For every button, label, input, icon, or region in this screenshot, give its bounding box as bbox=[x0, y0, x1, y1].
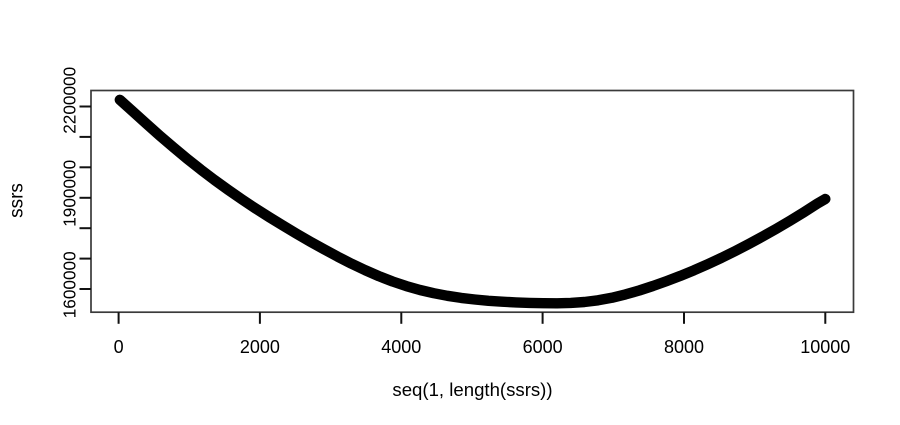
svg-text:seq(1, length(ssrs)): seq(1, length(ssrs)) bbox=[392, 379, 552, 400]
svg-text:6000: 6000 bbox=[523, 337, 563, 357]
svg-text:1600000: 1600000 bbox=[59, 251, 79, 318]
svg-text:2000: 2000 bbox=[240, 337, 280, 357]
svg-text:ssrs: ssrs bbox=[7, 183, 28, 218]
svg-text:8000: 8000 bbox=[664, 337, 704, 357]
svg-text:1900000: 1900000 bbox=[59, 160, 79, 227]
svg-text:0: 0 bbox=[114, 337, 124, 357]
svg-text:10000: 10000 bbox=[800, 337, 850, 357]
svg-text:2200000: 2200000 bbox=[59, 67, 79, 134]
svg-text:4000: 4000 bbox=[381, 337, 421, 357]
